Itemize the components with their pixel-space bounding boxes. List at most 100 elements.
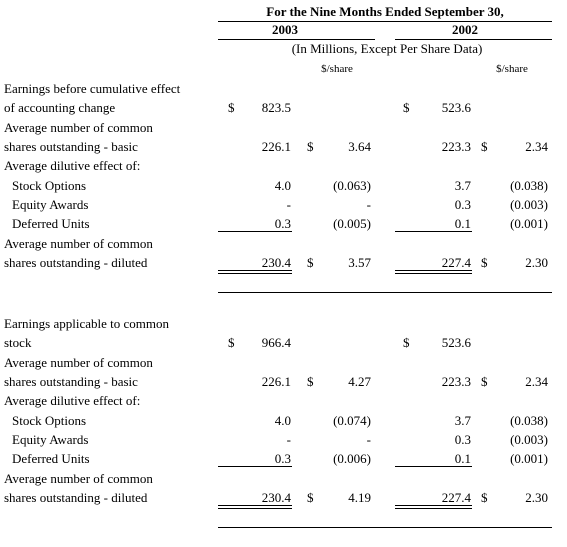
dollar-sign: $ [481, 374, 488, 390]
cell-value: 0.3 [274, 451, 291, 467]
cell-value: 227.4 [441, 490, 471, 506]
dollar-sign: $ [307, 139, 314, 155]
dollar-sign: $ [307, 255, 314, 271]
dollar-sign: $ [403, 100, 410, 116]
year-header: 2003 [272, 22, 298, 37]
row-label: Deferred Units [12, 451, 90, 467]
cell-value: 0.3 [454, 197, 471, 213]
cell-value: 227.4 [441, 255, 471, 271]
cell-value: (0.038) [510, 412, 548, 428]
row-label: of accounting change [4, 100, 116, 116]
cell-value: 4.0 [274, 177, 291, 193]
cell-value: (0.038) [510, 177, 548, 193]
row-label: Stock Options [12, 412, 87, 428]
cell-value: 226.1 [261, 374, 291, 390]
per-share-header: $/share [321, 63, 353, 75]
cell-value: 0.3 [274, 216, 291, 232]
row-label: Average number of common [4, 235, 153, 251]
cell-value: 3.64 [348, 139, 371, 155]
cell-value: 226.1 [261, 139, 291, 155]
rule [218, 527, 552, 529]
cell-value: (0.001) [510, 216, 548, 232]
cell-value: (0.003) [510, 432, 548, 448]
cell-value: 2.30 [525, 255, 548, 271]
dollar-sign: $ [481, 255, 488, 271]
cell-value: 230.4 [261, 490, 291, 506]
rule [218, 505, 292, 507]
cell-value: 0.3 [454, 432, 471, 448]
rule [395, 39, 552, 40]
cell-value: 4.0 [274, 412, 291, 428]
dollar-sign: $ [403, 335, 410, 351]
rule [395, 508, 472, 510]
rule [395, 505, 472, 507]
rule [218, 270, 292, 272]
rule [218, 231, 292, 233]
rule [218, 39, 375, 40]
rule [218, 508, 292, 510]
dollar-sign: $ [307, 374, 314, 390]
dollar-sign: $ [481, 490, 488, 506]
cell-value: 2.30 [525, 490, 548, 506]
row-label: Equity Awards [12, 432, 89, 448]
cell-value: - [286, 197, 291, 213]
row-label: Stock Options [12, 177, 87, 193]
cell-value: 230.4 [261, 255, 291, 271]
row-label: Average number of common [4, 354, 153, 370]
row-label: Average dilutive effect of: [4, 393, 141, 409]
row-label: shares outstanding - diluted [4, 255, 148, 271]
cell-value: 3.7 [454, 177, 471, 193]
cell-value: 0.1 [454, 451, 471, 467]
dollar-sign: $ [228, 100, 235, 116]
cell-value: 966.4 [261, 335, 291, 351]
row-label: Average dilutive effect of: [4, 158, 141, 174]
rule [218, 292, 552, 294]
cell-value: (0.003) [510, 197, 548, 213]
cell-value: (0.001) [510, 451, 548, 467]
cell-value: (0.074) [333, 412, 371, 428]
row-label: Average number of common [4, 470, 153, 486]
cell-value: - [366, 197, 371, 213]
cell-value: 2.34 [525, 139, 548, 155]
per-share-header: $/share [496, 63, 528, 75]
cell-value: 4.27 [348, 374, 371, 390]
rule [218, 21, 552, 22]
cell-value: (0.063) [333, 177, 371, 193]
rule [218, 466, 292, 468]
dollar-sign: $ [228, 335, 235, 351]
row-label: Equity Awards [12, 197, 89, 213]
cell-value: 223.3 [441, 139, 471, 155]
row-label: shares outstanding - basic [4, 374, 138, 390]
cell-value: 3.7 [454, 412, 471, 428]
rule [395, 273, 472, 275]
cell-value: 0.1 [454, 216, 471, 232]
rule [218, 273, 292, 275]
rule [395, 270, 472, 272]
cell-value: 2.34 [525, 374, 548, 390]
cell-value: (0.006) [333, 451, 371, 467]
cell-value: 523.6 [441, 335, 471, 351]
cell-value: - [366, 432, 371, 448]
dollar-sign: $ [307, 490, 314, 506]
row-label: shares outstanding - diluted [4, 490, 148, 506]
row-label: shares outstanding - basic [4, 139, 138, 155]
table-title: For the Nine Months Ended September 30, [266, 4, 504, 19]
row-label: stock [4, 335, 32, 351]
table-subtitle: (In Millions, Except Per Share Data) [291, 41, 483, 56]
year-header: 2002 [452, 22, 478, 37]
row-label: Earnings applicable to common [4, 316, 169, 331]
cell-value: 823.5 [261, 100, 291, 116]
dollar-sign: $ [481, 139, 488, 155]
cell-value: 4.19 [348, 490, 371, 506]
rule [395, 466, 472, 468]
rule [395, 231, 472, 233]
cell-value: 223.3 [441, 374, 471, 390]
row-label: Average number of common [4, 119, 153, 135]
row-label: Earnings before cumulative effect [4, 81, 181, 96]
row-label: Deferred Units [12, 216, 90, 232]
cell-value: - [286, 432, 291, 448]
cell-value: 523.6 [441, 100, 471, 116]
cell-value: 3.57 [348, 255, 371, 271]
cell-value: (0.005) [333, 216, 371, 232]
